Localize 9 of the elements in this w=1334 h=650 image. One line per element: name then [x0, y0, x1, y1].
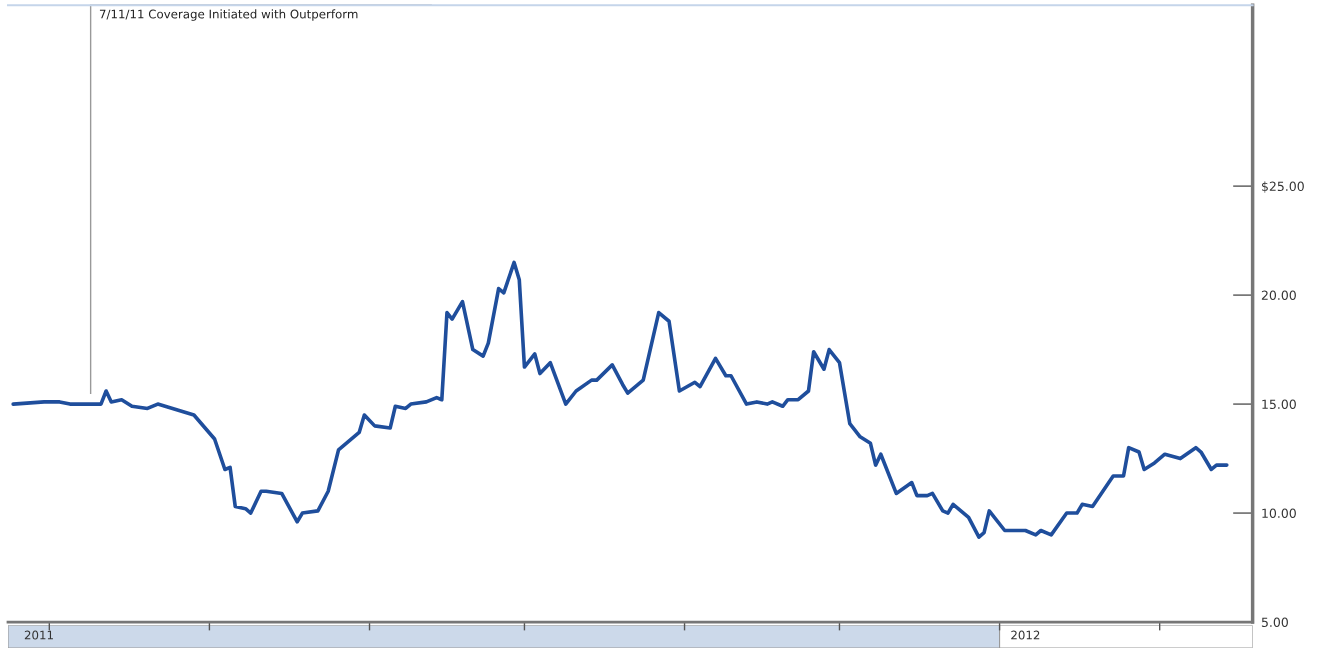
x-tick-label: 2011: [24, 630, 53, 640]
y-tick-label: $25.00: [1262, 181, 1304, 193]
x-tick-label: 2012: [1011, 630, 1040, 640]
y-tick-label: 15.00: [1262, 399, 1296, 410]
ref-line-label: 7/11/11 Coverage Initiated with Outperform: [99, 9, 358, 21]
line-series: [11, 260, 1229, 539]
y-tick-label: 5.00: [1261, 617, 1288, 627]
y-tick-label: 20.00: [1261, 290, 1296, 301]
y-tick-label: 10.00: [1262, 508, 1296, 518]
